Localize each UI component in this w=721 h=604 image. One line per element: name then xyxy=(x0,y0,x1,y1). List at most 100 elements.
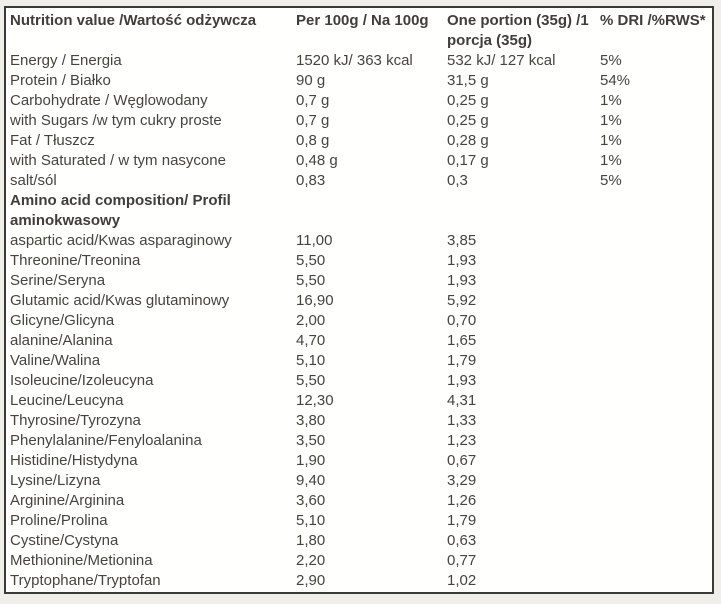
row-portion: 532 kJ/ 127 kcal xyxy=(447,52,556,69)
row-per-100g: 4,70 xyxy=(296,332,326,349)
row-label: Glutamic acid/Kwas glutaminowy xyxy=(10,292,230,309)
row-label: Isoleucine/Izoleucyna xyxy=(10,372,154,389)
header-one-portion: One portion (35g) /1 porcja (35g) xyxy=(447,11,600,51)
row-per-100g: 90 g xyxy=(296,72,326,89)
row-portion: 0,67 xyxy=(447,452,477,469)
table-row: Carbohydrate / Węglowodany 0,7 g 0,25 g 1% xyxy=(10,91,712,111)
row-per-100g: 11,00 xyxy=(296,232,333,249)
row-portion: 3,85 xyxy=(447,232,477,249)
row-label: Thyrosine/Tyrozyna xyxy=(10,412,141,429)
nutrition-rows-section: Energy / Energia 1520 kJ/ 363 kcal 532 kJ/… xyxy=(10,51,712,191)
row-label: Methionine/Metionina xyxy=(10,552,153,569)
row-label: alanine/Alanina xyxy=(10,332,113,349)
row-dri xyxy=(600,291,712,311)
row-portion: 0,25 g xyxy=(447,112,489,129)
row-per-100g: 3,80 xyxy=(296,412,326,429)
header-one-portion-line2: porcja (35g) xyxy=(447,32,533,49)
row-label: Lysine/Lizyna xyxy=(10,472,101,489)
table-header-row: Nutrition value /Wartość odżywcza Per 10… xyxy=(10,11,712,51)
row-per-100g: 12,30 xyxy=(296,392,334,409)
row-per-100g: 5,50 xyxy=(296,272,326,289)
table-row: aspartic acid/Kwas asparaginowy 11,00 3,85 xyxy=(10,231,712,251)
table-row: Cystine/Cystyna 1,80 0,63 xyxy=(10,531,712,551)
row-dri xyxy=(600,271,712,291)
row-per-100g: 16,90 xyxy=(296,292,334,309)
row-portion: 1,65 xyxy=(447,332,477,349)
empty-cell xyxy=(296,191,447,231)
row-label: Tryptophane/Tryptofan xyxy=(10,572,161,589)
row-dri xyxy=(600,231,712,251)
row-portion: 0,17 g xyxy=(447,152,489,169)
row-label: Cystine/Cystyna xyxy=(10,532,119,549)
table-row: Isoleucine/Izoleucyna 5,50 1,93 xyxy=(10,371,712,391)
table-row: Tryptophane/Tryptofan 2,90 1,02 xyxy=(10,571,712,591)
row-label: Glicyne/Glicyna xyxy=(10,312,115,329)
table-row: Proline/Prolina 5,10 1,79 xyxy=(10,511,712,531)
table-row: Threonine/Treonina 5,50 1,93 xyxy=(10,251,712,271)
row-portion: 1,02 xyxy=(447,572,477,589)
row-label: with Sugars /w tym cukry proste xyxy=(10,112,222,129)
row-portion: 0,3 xyxy=(447,172,468,189)
row-per-100g: 0,7 g xyxy=(296,92,330,109)
row-dri xyxy=(600,491,712,511)
row-dri: 54% xyxy=(600,72,631,89)
row-label: Histidine/Histydyna xyxy=(10,452,138,469)
row-per-100g: 3,50 xyxy=(296,432,326,449)
row-dri xyxy=(600,331,712,351)
row-dri xyxy=(600,451,712,471)
row-per-100g: 5,50 xyxy=(296,252,326,269)
row-dri xyxy=(600,511,712,531)
amino-section-header-row: Amino acid composition/ Profil aminokwas… xyxy=(10,191,712,231)
row-per-100g: 1,80 xyxy=(296,532,326,549)
table-row: Lysine/Lizyna 9,40 3,29 xyxy=(10,471,712,491)
row-dri: 5% xyxy=(600,172,622,189)
row-portion: 1,26 xyxy=(447,492,477,509)
row-per-100g: 9,40 xyxy=(296,472,326,489)
row-portion: 1,33 xyxy=(447,412,477,429)
row-label: aspartic acid/Kwas asparaginowy xyxy=(10,232,232,249)
row-portion: 31,5 g xyxy=(447,72,489,89)
row-dri xyxy=(600,471,712,491)
amino-section-header-line2: aminokwasowy xyxy=(10,212,121,229)
row-per-100g: 1520 kJ/ 363 kcal xyxy=(296,52,413,69)
amino-rows-section: aspartic acid/Kwas asparaginowy 11,00 3,85… xyxy=(10,231,712,591)
table-row: Fat / Tłuszcz 0,8 g 0,28 g 1% xyxy=(10,131,712,151)
row-dri xyxy=(600,531,712,551)
row-dri xyxy=(600,431,712,451)
table-row: Protein / Białko 90 g 31,5 g 54% xyxy=(10,71,712,91)
header-nutrition-value: Nutrition value /Wartość odżywcza xyxy=(10,12,257,29)
row-per-100g: 5,50 xyxy=(296,372,326,389)
row-per-100g: 5,10 xyxy=(296,512,326,529)
row-dri xyxy=(600,251,712,271)
row-portion: 4,31 xyxy=(447,392,477,409)
row-per-100g: 2,00 xyxy=(296,312,326,329)
table-row: with Sugars /w tym cukry proste 0,7 g 0,25… xyxy=(10,111,712,131)
row-label: Energy / Energia xyxy=(10,52,122,69)
table-row: Valine/Walina 5,10 1,79 xyxy=(10,351,712,371)
row-dri: 1% xyxy=(600,92,622,109)
row-portion: 1,93 xyxy=(447,272,477,289)
row-per-100g: 3,60 xyxy=(296,492,326,509)
row-portion: 0,25 g xyxy=(447,92,489,109)
header-one-portion-line1: One portion (35g) /1 xyxy=(447,12,589,29)
row-per-100g: 2,20 xyxy=(296,552,326,569)
row-label: Valine/Walina xyxy=(10,352,101,369)
empty-cell xyxy=(447,191,600,231)
table-row: alanine/Alanina 4,70 1,65 xyxy=(10,331,712,351)
row-label: Protein / Białko xyxy=(10,72,111,89)
amino-section-header-line1: Amino acid composition/ Profil xyxy=(10,192,231,209)
row-label: Serine/Seryna xyxy=(10,272,106,289)
row-portion: 5,92 xyxy=(447,292,477,309)
row-per-100g: 2,90 xyxy=(296,572,326,589)
table-row: with Saturated / w tym nasycone 0,48 g 0,1… xyxy=(10,151,712,171)
row-portion: 1,93 xyxy=(447,372,477,389)
row-portion: 1,79 xyxy=(447,512,477,529)
row-dri: 1% xyxy=(600,132,622,149)
row-label: salt/sól xyxy=(10,172,57,189)
row-per-100g: 0,8 g xyxy=(296,132,330,149)
row-per-100g: 0,83 xyxy=(296,172,326,189)
table-row: Glicyne/Glicyna 2,00 0,70 xyxy=(10,311,712,331)
row-dri xyxy=(600,311,712,331)
row-dri xyxy=(600,551,712,571)
header-dri: % DRI /%RWS* xyxy=(600,12,706,29)
